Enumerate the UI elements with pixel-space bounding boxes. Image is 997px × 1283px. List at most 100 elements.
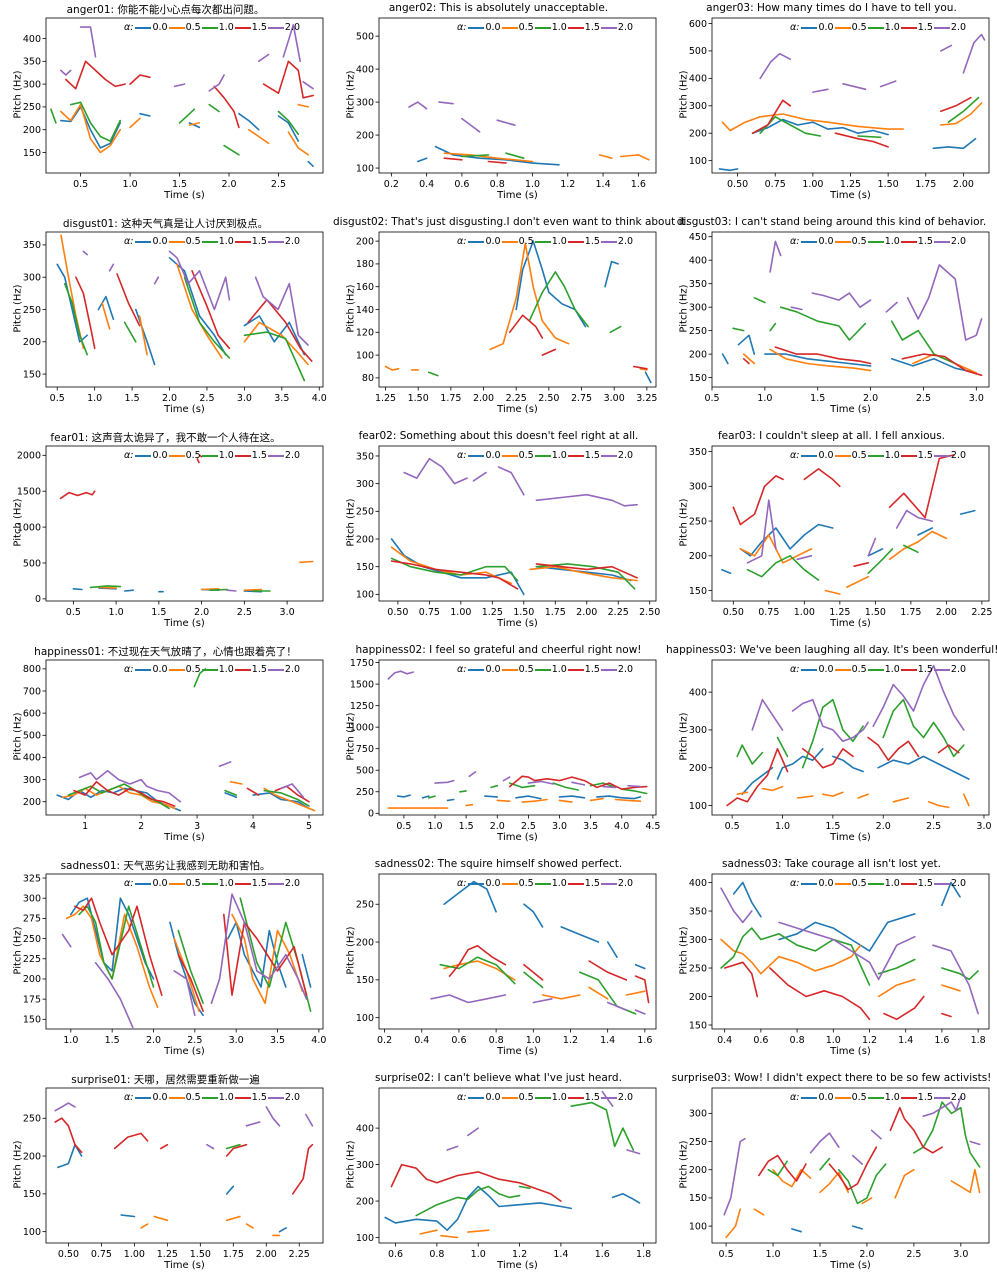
series-line-segment: [861, 1197, 873, 1205]
legend-item: 1.0: [867, 22, 900, 33]
series-1.0: [439, 956, 637, 1015]
series-2.0: [759, 33, 986, 93]
legend-label: 0.0: [485, 664, 501, 675]
y-tick-label: 500: [356, 766, 374, 777]
series-line-segment: [721, 353, 729, 365]
legend-label: 1.5: [917, 664, 933, 675]
y-tick-label: 300: [689, 482, 707, 493]
series-line-segment: [428, 795, 436, 799]
series-line-segment: [601, 1090, 614, 1108]
series-1.0: [50, 101, 300, 156]
series-line-segment: [225, 1143, 248, 1157]
x-tick-label: 1.25: [482, 607, 503, 618]
chart-canvas: 0.5 1.0 1.5 2.0 2.5 150 200 250 300 350 400: [23, 17, 324, 190]
series-line-segment: [502, 776, 511, 782]
series-2.0: [751, 664, 965, 743]
x-tick-label: 1.25: [375, 393, 396, 404]
x-tick-label: 1.6: [934, 1035, 949, 1046]
series-2.0: [54, 1102, 314, 1150]
series-line-segment: [609, 325, 622, 334]
chart-title: anger01: 你能不能小心点每次都出问题。: [66, 4, 265, 16]
legend-label: 1.0: [884, 22, 900, 33]
series-line-segment: [384, 365, 400, 371]
y-tick-label: 600: [23, 708, 41, 719]
series-line-segment: [892, 797, 910, 803]
series-line-segment: [160, 1143, 169, 1150]
series-line-segment: [518, 1185, 531, 1190]
y-axis-label: Pitch (Hz): [12, 711, 24, 761]
x-tick-label: 2.0: [876, 821, 891, 832]
series-line-segment: [72, 588, 83, 591]
legend-swatch: [135, 26, 152, 29]
legend-swatch: [600, 882, 617, 885]
legend-item: 2.0: [600, 1092, 633, 1103]
legend-title: α:: [124, 1092, 134, 1103]
legend-item: 0.0: [135, 664, 168, 675]
plot-area: [720, 881, 979, 1021]
axes-frame: [45, 1087, 324, 1244]
legend-swatch: [567, 240, 584, 243]
legend-swatch: [135, 668, 152, 671]
series-line-segment: [751, 698, 784, 731]
axes-frame: [45, 17, 324, 174]
x-tick-label: 2.25: [289, 1249, 310, 1260]
series-2.0: [446, 1090, 641, 1155]
legend-item: 2.0: [600, 450, 634, 461]
x-tick-label: 1.00: [802, 179, 823, 190]
series-1.5: [75, 269, 313, 362]
series-line-segment: [231, 913, 304, 1004]
legend-label: 0.0: [485, 450, 501, 461]
series-line-segment: [846, 575, 870, 588]
legend-label: 2.0: [284, 878, 301, 889]
series-line-segment: [387, 670, 414, 680]
chart-canvas: 0.5 1.0 1.5 2.0 2.5 3.0 3.5 4.0 150 200 250 300 350: [23, 231, 327, 404]
x-tick-label: 1.00: [124, 1249, 145, 1260]
series-line-segment: [895, 509, 934, 529]
x-tick-label: 1.5: [125, 393, 140, 404]
series-1.5: [508, 775, 648, 790]
plot-area: [387, 670, 648, 809]
series-line-segment: [229, 781, 243, 785]
series-line-segment: [901, 353, 983, 377]
legend-label: 2.0: [617, 450, 634, 461]
series-line-segment: [97, 295, 115, 320]
legend-label: 0.5: [518, 236, 534, 247]
legend-swatch: [567, 454, 584, 457]
legend-label: 0.5: [185, 450, 201, 461]
series-line-segment: [515, 795, 542, 800]
legend: α: 0.0 0.5 1.0 1.5 2.0: [124, 878, 301, 889]
series-line-segment: [443, 152, 534, 163]
legend-item: 1.5: [567, 878, 600, 889]
series-1.5: [74, 897, 308, 1012]
series-line-segment: [209, 588, 228, 591]
chart-canvas: 0.5 1.0 1.5 2.0 2.5 3.0 100 200 300 400: [689, 659, 992, 832]
series-line-segment: [619, 154, 650, 161]
series-0.0: [515, 240, 652, 384]
series-line-segment: [390, 557, 519, 582]
series-0.5: [140, 1215, 281, 1237]
series-line-segment: [611, 1193, 641, 1204]
series-line-segment: [257, 53, 270, 63]
legend-item: 0.0: [468, 236, 501, 247]
y-tick-label: 250: [689, 516, 707, 527]
legend-label: 0.5: [518, 1092, 534, 1103]
legend-title: α:: [457, 664, 467, 675]
y-axis-label: Pitch (Hz): [678, 283, 690, 333]
legend-swatch: [135, 882, 152, 885]
series-line-segment: [302, 81, 314, 90]
legend-item: 1.0: [534, 236, 567, 247]
legend-swatch: [933, 240, 950, 243]
legend-item: 2.0: [267, 1092, 300, 1103]
legend: α: 0.0 0.5 1.0 1.5 2.0: [790, 878, 967, 889]
legend-label: 0.5: [851, 22, 867, 33]
legend-label: 1.0: [218, 1092, 234, 1103]
series-line-segment: [541, 348, 557, 356]
x-tick-label: 1.0: [63, 1035, 78, 1046]
legend-item: 1.0: [867, 878, 900, 889]
legend-swatch: [834, 454, 851, 457]
series-1.0: [89, 585, 271, 592]
series-0.0: [718, 118, 977, 172]
series-line-segment: [430, 994, 507, 1004]
chart-canvas: 0.50 0.75 1.00 1.25 1.50 1.75 2.00 2.25 2.50 100 1…: [356, 445, 660, 618]
series-line-segment: [206, 1143, 215, 1150]
